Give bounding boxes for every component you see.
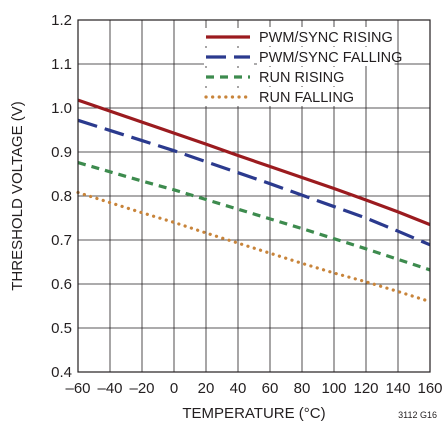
legend-label-bg <box>257 87 352 106</box>
y-tick-label: 0.9 <box>51 144 72 161</box>
y-axis-label: THRESHOLD VOLTAGE (V) <box>9 101 26 290</box>
series-line-1 <box>77 98 431 227</box>
x-tick-label: 140 <box>385 380 410 397</box>
x-tick-label: 60 <box>262 380 279 397</box>
series-line-4 <box>76 190 432 304</box>
plot-frame <box>77 19 431 373</box>
y-tick-label: 0.6 <box>51 276 72 293</box>
y-tick-label: 0.7 <box>51 232 72 249</box>
legend-swatch-bg <box>204 48 254 66</box>
series-line-2 <box>77 118 431 247</box>
x-tick-label: 100 <box>321 380 346 397</box>
legend-label-2: PWM/SYNC FALLING <box>259 50 402 66</box>
y-tick-label: 1.0 <box>51 100 72 117</box>
x-tick-label: 80 <box>294 380 311 397</box>
x-axis-label: TEMPERATURE (°C) <box>182 405 325 422</box>
y-tick-label: 0.4 <box>51 364 72 381</box>
legend-swatch-bg <box>204 68 254 86</box>
legend-label-1: PWM/SYNC RISING <box>259 30 393 46</box>
x-tick-label: 0 <box>170 380 178 397</box>
x-tick-label: 20 <box>198 380 215 397</box>
figure-label: 3112 G16 <box>398 410 437 420</box>
legend-label-4: RUN FALLING <box>259 90 354 106</box>
tick-labels: –60 –40 –20 0 20 40 60 80 100 120 140 160 0.4 0.5 0.6 0… <box>51 12 442 397</box>
x-tick-label: 160 <box>417 380 442 397</box>
x-tick-label: 40 <box>230 380 247 397</box>
legend-label-bg <box>257 67 343 86</box>
legend-label-bg <box>257 47 395 66</box>
x-tick-label: –20 <box>129 380 154 397</box>
x-tick-label: 120 <box>353 380 378 397</box>
legend-label-bg <box>257 27 386 46</box>
y-tick-label: 0.5 <box>51 320 72 337</box>
x-tick-label: –40 <box>97 380 122 397</box>
series-group <box>76 98 432 304</box>
y-tick-label: 1.2 <box>51 12 72 29</box>
legend: PWM/SYNC RISING PWM/SYNC FALLING RUN RISIN… <box>204 27 402 106</box>
series-line-3 <box>77 161 431 272</box>
y-tick-label: 1.1 <box>51 56 72 73</box>
legend-swatch-bg <box>204 88 254 106</box>
x-tick-label: –60 <box>65 380 90 397</box>
legend-label-3: RUN RISING <box>259 70 344 86</box>
y-tick-label: 0.8 <box>51 188 72 205</box>
